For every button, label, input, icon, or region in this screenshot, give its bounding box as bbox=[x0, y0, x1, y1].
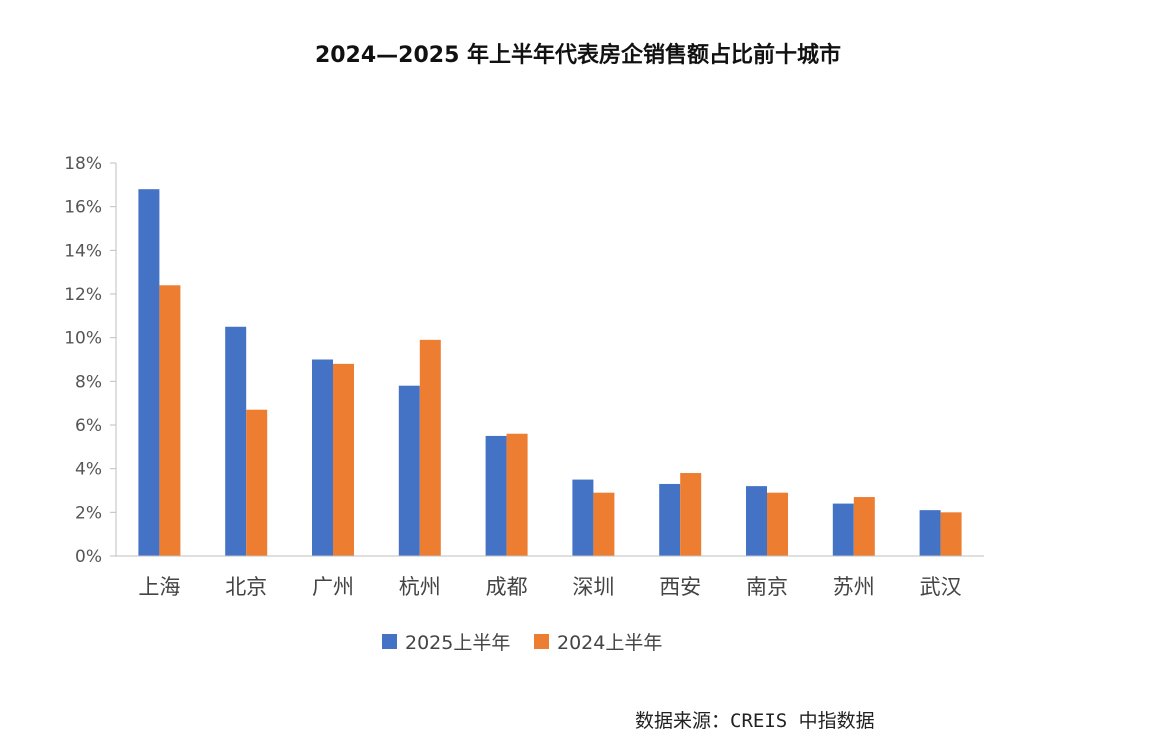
x-tick-label: 广州 bbox=[312, 575, 354, 599]
y-tick-label: 2% bbox=[75, 503, 102, 523]
bar bbox=[919, 510, 941, 556]
bar bbox=[246, 409, 268, 556]
bar bbox=[138, 189, 160, 556]
y-tick-label: 16% bbox=[64, 198, 102, 218]
legend-label: 2025上半年 bbox=[405, 632, 510, 654]
x-tick-label: 深圳 bbox=[572, 575, 614, 599]
x-tick-label: 西安 bbox=[659, 575, 701, 599]
x-tick-label: 北京 bbox=[225, 575, 267, 599]
bar bbox=[832, 503, 854, 556]
legend-swatch bbox=[534, 634, 549, 649]
x-tick-label: 成都 bbox=[486, 575, 528, 599]
source-note: 数据来源：CREIS 中指数据 bbox=[635, 710, 875, 732]
bar bbox=[853, 497, 875, 556]
x-tick-label: 苏州 bbox=[833, 575, 875, 599]
bar bbox=[593, 492, 615, 556]
x-tick-label: 南京 bbox=[746, 575, 788, 599]
x-axis: 上海 北京 广州 杭州 成都 深圳 西安 南京 苏州 武汉 bbox=[116, 555, 984, 599]
y-tick-label: 18% bbox=[64, 154, 102, 174]
y-tick-label: 10% bbox=[64, 329, 102, 349]
x-tick-label: 杭州 bbox=[399, 575, 441, 599]
y-tick-label: 4% bbox=[75, 460, 102, 480]
y-tick-label: 12% bbox=[64, 285, 102, 305]
y-tick-label: 8% bbox=[75, 372, 102, 392]
bar bbox=[572, 479, 594, 556]
bar bbox=[767, 492, 788, 556]
y-tick-label: 0% bbox=[75, 547, 102, 567]
chart-title: 2024—2025 年上半年代表房企销售额占比前十城市 bbox=[315, 42, 841, 68]
legend: 2025上半年 2024上半年 bbox=[382, 632, 662, 654]
y-tick-label: 6% bbox=[75, 416, 102, 436]
bar bbox=[419, 339, 441, 556]
legend-label: 2024上半年 bbox=[557, 632, 662, 654]
bar bbox=[746, 486, 767, 556]
bar bbox=[659, 483, 681, 556]
x-tick-label: 武汉 bbox=[920, 575, 962, 599]
legend-swatch bbox=[382, 634, 397, 649]
bars-layer bbox=[138, 189, 962, 556]
bar bbox=[506, 433, 528, 556]
x-tick-label: 上海 bbox=[138, 575, 180, 599]
bar bbox=[940, 512, 962, 556]
bar bbox=[225, 326, 247, 556]
bar bbox=[680, 473, 702, 556]
bar bbox=[398, 385, 420, 556]
y-tick-label: 14% bbox=[64, 241, 102, 261]
bar bbox=[485, 435, 507, 556]
bar bbox=[159, 285, 181, 556]
y-axis: 0% 2% 4% 6% 8% 10% 12% 14% 16% 18% bbox=[64, 154, 117, 567]
bar bbox=[312, 359, 333, 556]
bar bbox=[333, 363, 354, 556]
